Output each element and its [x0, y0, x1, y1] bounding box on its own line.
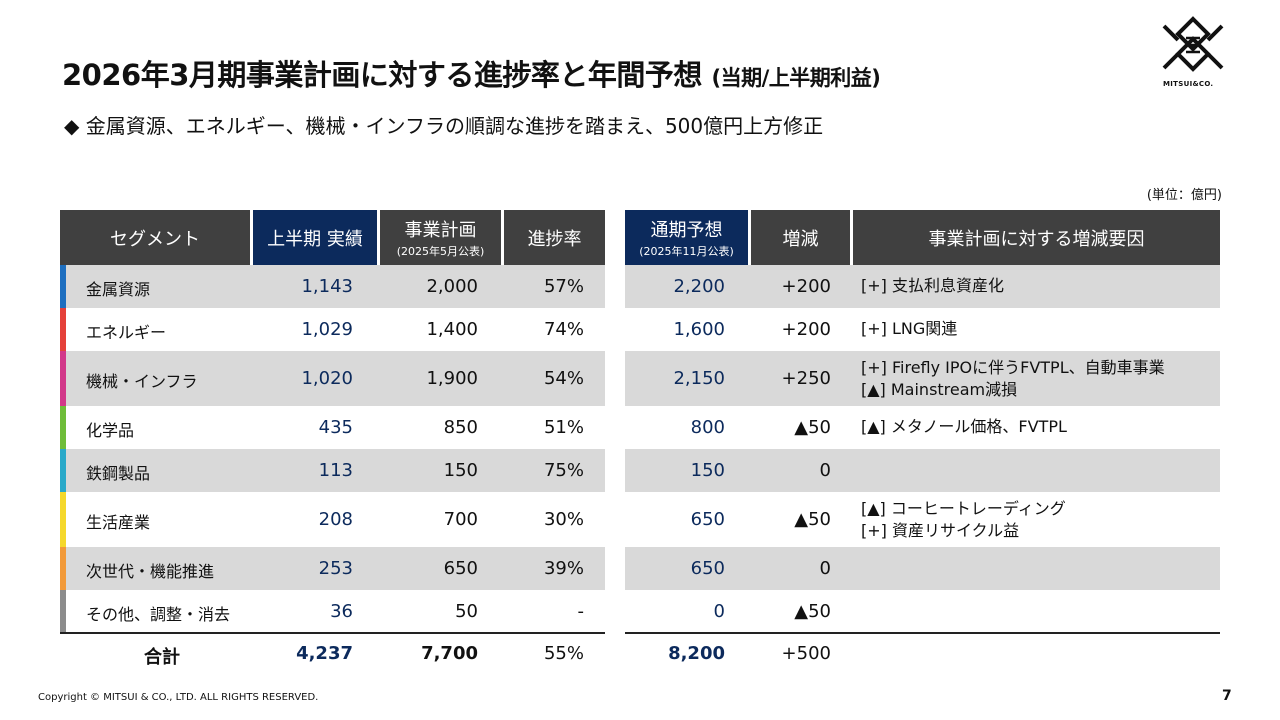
- plan-value: 650: [443, 558, 478, 579]
- change-value: ▲50: [794, 601, 831, 622]
- segment-label: 化学品: [86, 421, 135, 440]
- total-forecast: 8,200: [668, 643, 725, 664]
- segment-color-bar: [60, 590, 66, 633]
- progress-value: 57%: [543, 276, 584, 297]
- header-progress: 進捗率: [504, 210, 605, 265]
- segment-color-bar: [60, 547, 66, 590]
- row-bg-left: [66, 547, 605, 590]
- page-title: 2026年3月期事業計画に対する進捗率と年間予想 (当期/上半期利益): [62, 52, 881, 94]
- page-number: 7: [1222, 688, 1232, 704]
- total-change: +500: [781, 643, 831, 664]
- change-value: +200: [781, 276, 831, 297]
- reason-text: [+] 資産リサイクル益: [861, 521, 1020, 540]
- row-bg-right: [625, 351, 1220, 406]
- reason-text: [▲] メタノール価格、FVTPL: [861, 417, 1067, 436]
- segment-label: その他、調整・消去: [86, 605, 231, 624]
- subtitle: ◆ 金属資源、エネルギー、機械・インフラの順調な進捗を踏まえ、500億円上方修正: [64, 114, 824, 138]
- h1-actual-value: 208: [318, 509, 353, 530]
- header-reasons: 事業計画に対する増減要因: [853, 210, 1220, 265]
- reason-text: [▲] コーヒートレーディング: [861, 499, 1066, 518]
- progress-value: 51%: [543, 417, 584, 438]
- header-change: 増減: [751, 210, 850, 265]
- h1-actual-value: 36: [330, 601, 353, 622]
- forecast-value: 800: [690, 417, 725, 438]
- h1-actual-value: 1,020: [301, 368, 353, 389]
- h1-actual-value: 435: [318, 417, 353, 438]
- segment-label: 機械・インフラ: [86, 372, 198, 391]
- progress-value: 30%: [543, 509, 584, 530]
- header-segment: セグメント: [60, 210, 250, 265]
- total-separator: [625, 632, 1220, 634]
- row-bg-left: [66, 351, 605, 406]
- forecast-value: 650: [690, 509, 725, 530]
- header-forecast: 通期予想 (2025年11月公表): [625, 210, 748, 265]
- forecast-value: 0: [713, 601, 725, 622]
- segment-label: 鉄鋼製品: [86, 464, 151, 483]
- copyright-footer: Copyright © MITSUI & CO., LTD. ALL RIGHT…: [38, 692, 319, 703]
- segment-label: 次世代・機能推進: [86, 562, 215, 581]
- plan-value: 150: [443, 460, 478, 481]
- forecast-value: 2,150: [673, 368, 725, 389]
- segment-color-bar: [60, 406, 66, 449]
- forecast-value: 2,200: [673, 276, 725, 297]
- total-plan: 7,700: [421, 643, 478, 664]
- progress-value: -: [577, 601, 585, 622]
- row-bg-right: [625, 449, 1220, 492]
- reason-text: [+] 支払利息資産化: [861, 276, 1004, 295]
- title-suffix: (当期/上半期利益): [711, 66, 881, 90]
- change-value: ▲50: [794, 417, 831, 438]
- plan-value: 1,400: [426, 319, 478, 340]
- row-bg-right: [625, 547, 1220, 590]
- total-progress: 55%: [543, 643, 584, 664]
- title-main: 2026年3月期事業計画に対する進捗率と年間予想: [62, 58, 702, 92]
- plan-value: 50: [455, 601, 478, 622]
- header-h1-actual: 上半期 実績: [253, 210, 377, 265]
- h1-actual-value: 113: [318, 460, 353, 481]
- segment-color-bar: [60, 492, 66, 547]
- plan-value: 700: [443, 509, 478, 530]
- forecast-value: 150: [690, 460, 725, 481]
- change-value: 0: [819, 558, 831, 579]
- change-value: +250: [781, 368, 831, 389]
- total-h1-actual: 4,237: [296, 643, 353, 664]
- plan-value: 1,900: [426, 368, 478, 389]
- logo-text: MITSUI&CO.: [1163, 80, 1214, 88]
- progress-value: 39%: [543, 558, 584, 579]
- progress-value: 74%: [543, 319, 584, 340]
- plan-value: 850: [443, 417, 478, 438]
- segment-color-bar: [60, 351, 66, 406]
- progress-value: 54%: [543, 368, 584, 389]
- segment-color-bar: [60, 265, 66, 308]
- h1-actual-value: 253: [318, 558, 353, 579]
- row-bg-left: [66, 265, 605, 308]
- change-value: ▲50: [794, 509, 831, 530]
- forecast-value: 1,600: [673, 319, 725, 340]
- change-value: 0: [819, 460, 831, 481]
- row-bg-right: [625, 265, 1220, 308]
- segment-label: エネルギー: [86, 323, 167, 342]
- h1-actual-value: 1,029: [301, 319, 353, 340]
- mitsui-logo-icon: [1162, 16, 1224, 72]
- progress-value: 75%: [543, 460, 584, 481]
- forecast-value: 650: [690, 558, 725, 579]
- total-separator: [60, 632, 605, 634]
- unit-label: (単位：億円): [1146, 188, 1222, 203]
- segment-label: 金属資源: [86, 280, 151, 299]
- change-value: +200: [781, 319, 831, 340]
- row-bg-left: [66, 449, 605, 492]
- header-plan: 事業計画 (2025年5月公表): [380, 210, 501, 265]
- reason-text: [▲] Mainstream減損: [861, 380, 1018, 399]
- reason-text: [+] Firefly IPOに伴うFVTPL、自動車事業: [861, 358, 1165, 377]
- segment-label: 生活産業: [86, 513, 151, 532]
- h1-actual-value: 1,143: [301, 276, 353, 297]
- reason-text: [+] LNG関連: [861, 319, 958, 338]
- total-label: 合計: [144, 647, 180, 668]
- plan-value: 2,000: [426, 276, 478, 297]
- segment-color-bar: [60, 308, 66, 351]
- segment-color-bar: [60, 449, 66, 492]
